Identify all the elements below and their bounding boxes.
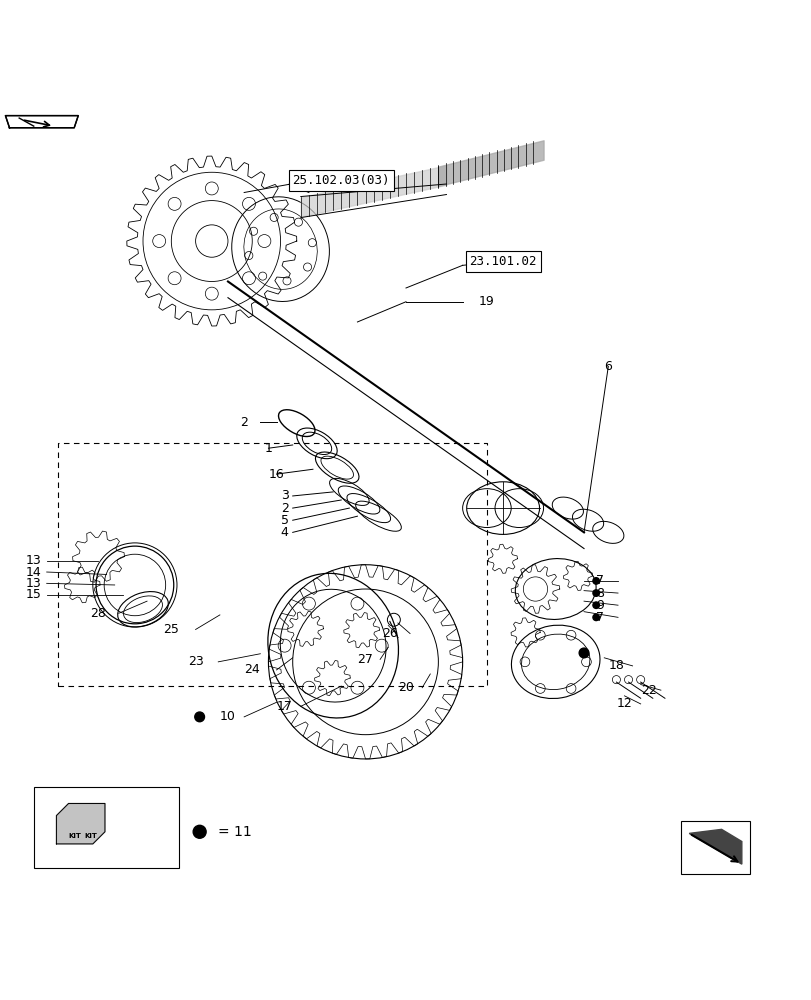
Text: 4: 4 [281, 526, 288, 539]
Text: 14: 14 [26, 566, 41, 579]
Text: 23: 23 [187, 655, 204, 668]
Circle shape [195, 712, 204, 722]
Text: 7: 7 [595, 611, 603, 624]
Text: KIT: KIT [68, 833, 81, 839]
Text: 1: 1 [264, 442, 272, 455]
Text: 8: 8 [595, 587, 603, 600]
Bar [680, 821, 749, 874]
Circle shape [592, 602, 599, 608]
Text: 16: 16 [268, 468, 284, 481]
Circle shape [193, 825, 206, 838]
Text: KIT: KIT [84, 833, 97, 839]
Text: 13: 13 [26, 577, 41, 590]
Text: 5: 5 [281, 514, 288, 527]
Text: 13: 13 [26, 554, 41, 567]
Text: 19: 19 [478, 295, 494, 308]
Circle shape [592, 590, 599, 596]
Text: 22: 22 [640, 684, 656, 697]
Text: 15: 15 [26, 588, 41, 601]
Text: 10: 10 [220, 710, 236, 723]
Text: 6: 6 [603, 360, 611, 373]
Text: 26: 26 [381, 627, 397, 640]
Text: = 11: = 11 [218, 825, 251, 839]
Text: 7: 7 [595, 574, 603, 587]
Polygon shape [56, 803, 105, 844]
Polygon shape [689, 829, 741, 864]
Text: 17: 17 [277, 700, 292, 713]
Bar [34, 787, 179, 868]
Text: 20: 20 [397, 681, 414, 694]
Text: 28: 28 [91, 607, 106, 620]
Polygon shape [6, 116, 78, 128]
Circle shape [592, 578, 599, 584]
Text: 25.102.03(03): 25.102.03(03) [292, 174, 389, 187]
Text: 23.101.02: 23.101.02 [469, 255, 536, 268]
Text: 3: 3 [281, 489, 288, 502]
Circle shape [592, 614, 599, 621]
Text: 25: 25 [163, 623, 179, 636]
Text: 24: 24 [244, 663, 260, 676]
Text: 9: 9 [595, 599, 603, 612]
Text: 12: 12 [616, 697, 632, 710]
Text: 2: 2 [281, 502, 288, 515]
Text: 2: 2 [240, 416, 248, 429]
Text: 18: 18 [607, 659, 624, 672]
Text: 27: 27 [357, 653, 373, 666]
Circle shape [578, 648, 588, 658]
